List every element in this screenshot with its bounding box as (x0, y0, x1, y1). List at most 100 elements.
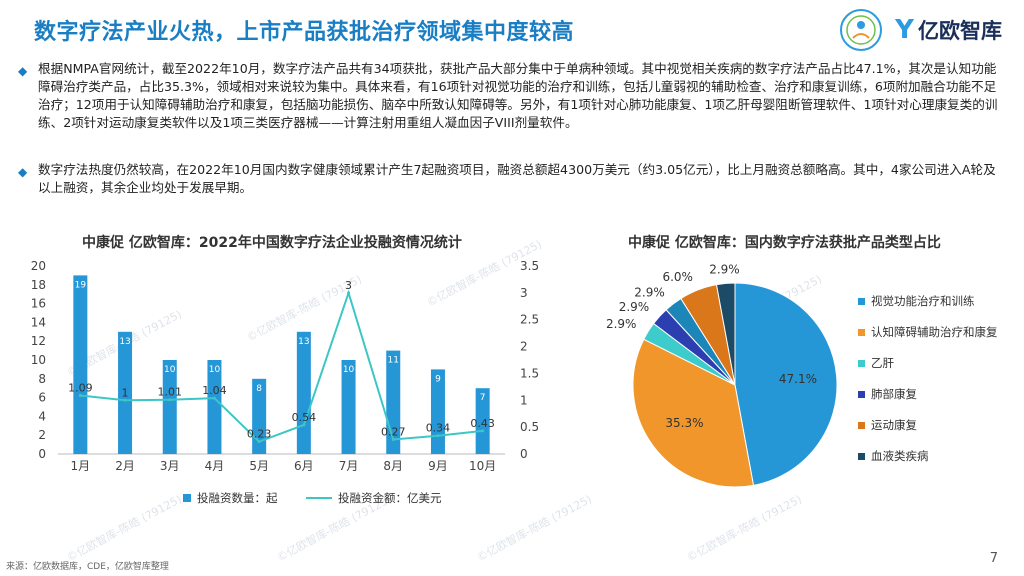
left-axis-tick-label: 16 (31, 297, 46, 311)
pie-legend-swatch (858, 359, 865, 367)
pie-legend-label: 乙肝 (871, 356, 894, 370)
line-legend-swatch (306, 497, 332, 499)
pie-slice (632, 338, 755, 488)
pie-legend-label: 运动康复 (871, 418, 917, 432)
paragraph-2-text: 数字疗法热度仍然较高，在2022年10月国内数字健康领域累计产生7起融资项目，融… (38, 162, 996, 195)
bar-value-label: 10 (209, 365, 221, 375)
line-value-label: 0.54 (292, 411, 317, 424)
bar-legend-item: 投融资数量：起 (183, 490, 278, 506)
left-axis-tick-label: 20 (31, 259, 46, 273)
right-axis-tick-label: 1.5 (520, 366, 539, 380)
line-point (302, 423, 306, 427)
line-point (347, 291, 351, 295)
pie-legend-label: 血液类疾病 (871, 449, 929, 463)
bar-value-label: 13 (298, 337, 309, 347)
pie-legend-label: 肺部康复 (871, 387, 917, 401)
line-value-label: 1.09 (68, 381, 93, 394)
bar (162, 360, 177, 454)
line-legend-item: 投融资金额：亿美元 (306, 490, 442, 506)
paragraph-1-text: 根据NMPA官网统计，截至2022年10月，数字疗法产品共有34项获批，获批产品… (38, 61, 998, 130)
left-axis-tick-label: 14 (31, 315, 46, 329)
pie-legend-label: 认知障碍辅助治疗和康复 (871, 325, 998, 339)
line-point (436, 434, 440, 438)
left-axis-tick-label: 6 (38, 391, 46, 405)
header-logos: Y 亿欧智库 (839, 8, 1002, 52)
pie-legend-item: 血液类疾病 (858, 447, 1024, 465)
paragraph-1: ◆ 根据NMPA官网统计，截至2022年10月，数字疗法产品共有34项获批，获批… (18, 60, 998, 132)
right-axis-tick-label: 3 (520, 286, 528, 300)
x-axis-tick-label: 3月 (160, 459, 180, 473)
bar-value-label: 7 (480, 393, 486, 403)
pie-slice-label: 35.3% (665, 416, 703, 430)
line-point (391, 437, 395, 441)
diamond-bullet-icon: ◆ (18, 64, 28, 78)
right-axis-tick-label: 2.5 (520, 313, 539, 327)
bar-legend-swatch (183, 494, 191, 502)
bar-value-label: 10 (343, 365, 355, 375)
line-point (257, 440, 261, 444)
line-value-label: 0.34 (426, 422, 451, 435)
x-axis-tick-label: 10月 (469, 459, 496, 473)
line-value-label: 3 (345, 279, 352, 292)
pie-legend-label: 视觉功能治疗和训练 (871, 294, 975, 308)
right-axis-tick-label: 2 (520, 340, 528, 354)
line-value-label: 1 (122, 386, 129, 399)
right-axis-tick-label: 0.5 (520, 420, 539, 434)
line-value-label: 1.04 (202, 384, 227, 397)
x-axis-tick-label: 9月 (428, 459, 448, 473)
x-axis-tick-label: 6月 (294, 459, 314, 473)
pie-legend-item: 视觉功能治疗和训练 (858, 292, 1024, 310)
pie-legend-item: 肺部康复 (858, 385, 1024, 403)
diamond-bullet-icon: ◆ (18, 165, 28, 179)
bar-value-label: 10 (164, 365, 176, 375)
left-axis-tick-label: 8 (38, 372, 46, 386)
line-value-label: 0.27 (381, 425, 406, 438)
pie-legend-item: 认知障碍辅助治疗和康复 (858, 323, 1024, 341)
left-axis-tick-label: 10 (31, 353, 46, 367)
line-point (481, 429, 485, 433)
pie-legend: 视觉功能治疗和训练认知障碍辅助治疗和康复 乙肝肺部康复运动康复血液类疾病 (858, 292, 1024, 478)
pie-legend-item: 运动康复 (858, 416, 1024, 434)
bar (296, 331, 311, 454)
line-point (123, 398, 127, 402)
line-value-label: 0.23 (247, 428, 272, 441)
left-axis-tick-label: 18 (31, 278, 46, 292)
bar (118, 331, 133, 454)
paragraph-2: ◆ 数字疗法热度仍然较高，在2022年10月国内数字健康领域累计产生7起融资项目… (18, 161, 998, 197)
left-axis-tick-label: 0 (38, 447, 46, 461)
pie-legend-swatch (858, 297, 865, 305)
bar (475, 388, 490, 454)
left-axis-tick-label: 4 (38, 409, 46, 423)
pie-legend-swatch (858, 390, 865, 398)
bar-value-label: 8 (256, 384, 262, 394)
pie-slice (734, 282, 838, 486)
pie-chart: 47.1%35.3%2.9%2.9%2.9%6.0%2.9% (606, 262, 838, 488)
bar (252, 378, 267, 454)
right-axis-tick-label: 3.5 (520, 259, 539, 273)
line-value-label: 1.01 (158, 386, 183, 399)
x-axis-tick-label: 5月 (249, 459, 269, 473)
right-axis-tick-label: 1 (520, 393, 528, 407)
association-seal-icon (840, 9, 883, 51)
x-axis-tick-label: 4月 (205, 459, 225, 473)
x-axis-tick-label: 8月 (383, 459, 403, 473)
bar-value-label: 11 (388, 356, 399, 366)
pie-legend-swatch (858, 452, 865, 460)
bar (341, 360, 356, 454)
brand-name: 亿欧智库 (918, 19, 1002, 43)
pie-slice-label: 6.0% (662, 270, 693, 284)
line-series (80, 289, 483, 443)
bar-value-label: 13 (119, 337, 130, 347)
bar-legend-label: 投融资数量：起 (197, 491, 278, 505)
source-note: 来源：亿欧数据库，CDE，亿欧智库整理 (6, 562, 169, 572)
bar-chart-title: 中康促 亿欧智库：2022年中国数字疗法企业投融资情况统计 (82, 235, 462, 251)
pie-slice-label: 2.9% (619, 300, 650, 314)
pie-legend-item: 乙肝 (858, 354, 1024, 372)
bar (207, 360, 222, 454)
pie-chart-title: 中康促 亿欧智库：国内数字疗法获批产品类型占比 (628, 235, 941, 251)
pie-slice-label: 47.1% (779, 372, 817, 386)
line-point (168, 398, 172, 402)
brand-logo: Y 亿欧智库 (895, 15, 1002, 45)
bar (73, 275, 88, 454)
bar-value-label: 9 (435, 374, 441, 384)
